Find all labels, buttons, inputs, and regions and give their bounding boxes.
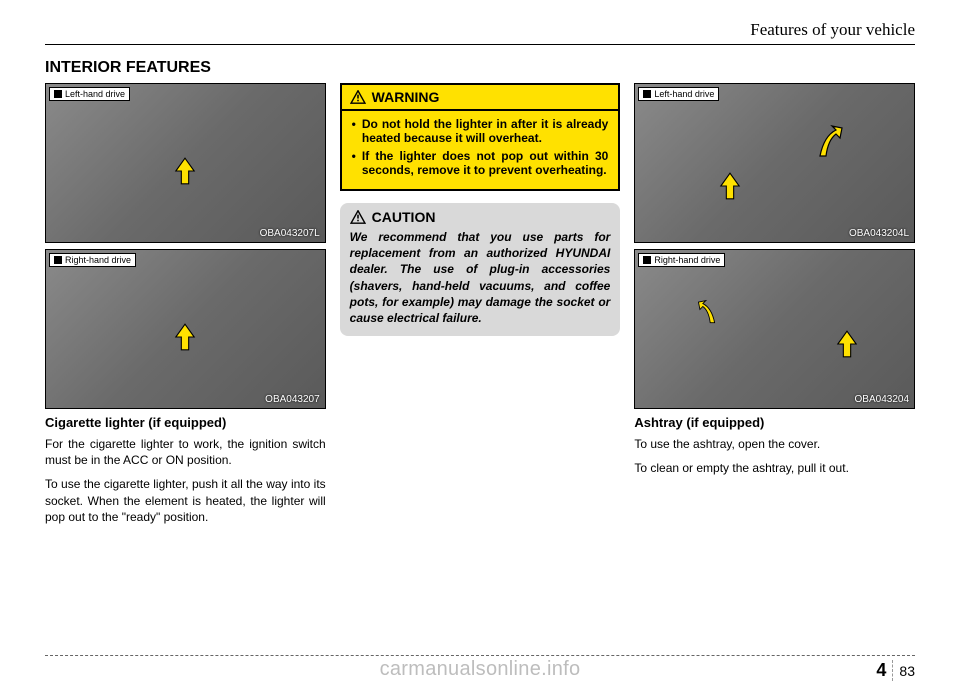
column-2: WARNING •Do not hold the lighter in afte…: [340, 83, 621, 533]
section-title: INTERIOR FEATURES: [45, 59, 915, 77]
body-text: To use the cigarette lighter, push it al…: [45, 476, 326, 525]
caution-icon: [350, 210, 366, 224]
figure-tag: Right-hand drive: [638, 253, 725, 267]
chapter-number: 4: [876, 660, 893, 681]
column-3: Left-hand drive OBA043204L Right-hand dr…: [634, 83, 915, 533]
square-icon: [54, 256, 62, 264]
body-text: To use the ashtray, open the cover.: [634, 436, 915, 452]
figure-cigarette-right: Right-hand drive OBA043207: [45, 249, 326, 409]
figure-tag-text: Left-hand drive: [65, 89, 125, 99]
cigarette-subhead: Cigarette lighter (if equipped): [45, 415, 326, 430]
figure-code: OBA043204L: [849, 228, 909, 239]
figure-tag: Right-hand drive: [49, 253, 136, 267]
footer: 4 83: [45, 655, 915, 683]
arrow-up-icon: [174, 322, 196, 352]
arrow-curved-icon: [697, 297, 719, 327]
square-icon: [643, 256, 651, 264]
figure-tag: Left-hand drive: [638, 87, 719, 101]
column-1: Left-hand drive OBA043207L Right-hand dr…: [45, 83, 326, 533]
warning-item: If the lighter does not pop out within 3…: [362, 149, 608, 177]
figure-tag-text: Right-hand drive: [654, 255, 720, 265]
warning-box: WARNING •Do not hold the lighter in afte…: [340, 83, 621, 191]
warning-head: WARNING: [342, 85, 619, 111]
figure-code: OBA043204: [855, 394, 910, 405]
arrow-up-icon: [174, 156, 196, 186]
figure-code: OBA043207L: [260, 228, 320, 239]
warning-item: Do not hold the lighter in after it is a…: [362, 117, 608, 145]
square-icon: [643, 90, 651, 98]
arrow-up-icon: [836, 329, 858, 359]
figure-cigarette-left: Left-hand drive OBA043207L: [45, 83, 326, 243]
figure-tag-text: Right-hand drive: [65, 255, 131, 265]
caution-head: CAUTION: [350, 209, 611, 225]
page-num: 83: [899, 663, 915, 679]
figure-ashtray-right: Right-hand drive OBA043204: [634, 249, 915, 409]
warning-body: •Do not hold the lighter in after it is …: [342, 111, 619, 189]
square-icon: [54, 90, 62, 98]
ashtray-subhead: Ashtray (if equipped): [634, 415, 915, 430]
body-text: To clean or empty the ashtray, pull it o…: [634, 460, 915, 476]
running-head: Features of your vehicle: [45, 20, 915, 45]
figure-tag-text: Left-hand drive: [654, 89, 714, 99]
warning-icon: [350, 90, 366, 104]
body-text: For the cigarette lighter to work, the i…: [45, 436, 326, 468]
figure-code: OBA043207: [265, 394, 320, 405]
figure-tag: Left-hand drive: [49, 87, 130, 101]
arrow-up-icon: [719, 171, 741, 201]
page-number: 4 83: [876, 660, 915, 681]
caution-text: We recommend that you use parts for repl…: [350, 229, 611, 326]
figure-ashtray-left: Left-hand drive OBA043204L: [634, 83, 915, 243]
warning-label: WARNING: [372, 89, 440, 105]
caution-box: CAUTION We recommend that you use parts …: [340, 203, 621, 336]
arrow-curved-icon: [814, 124, 844, 159]
caution-label: CAUTION: [372, 209, 436, 225]
